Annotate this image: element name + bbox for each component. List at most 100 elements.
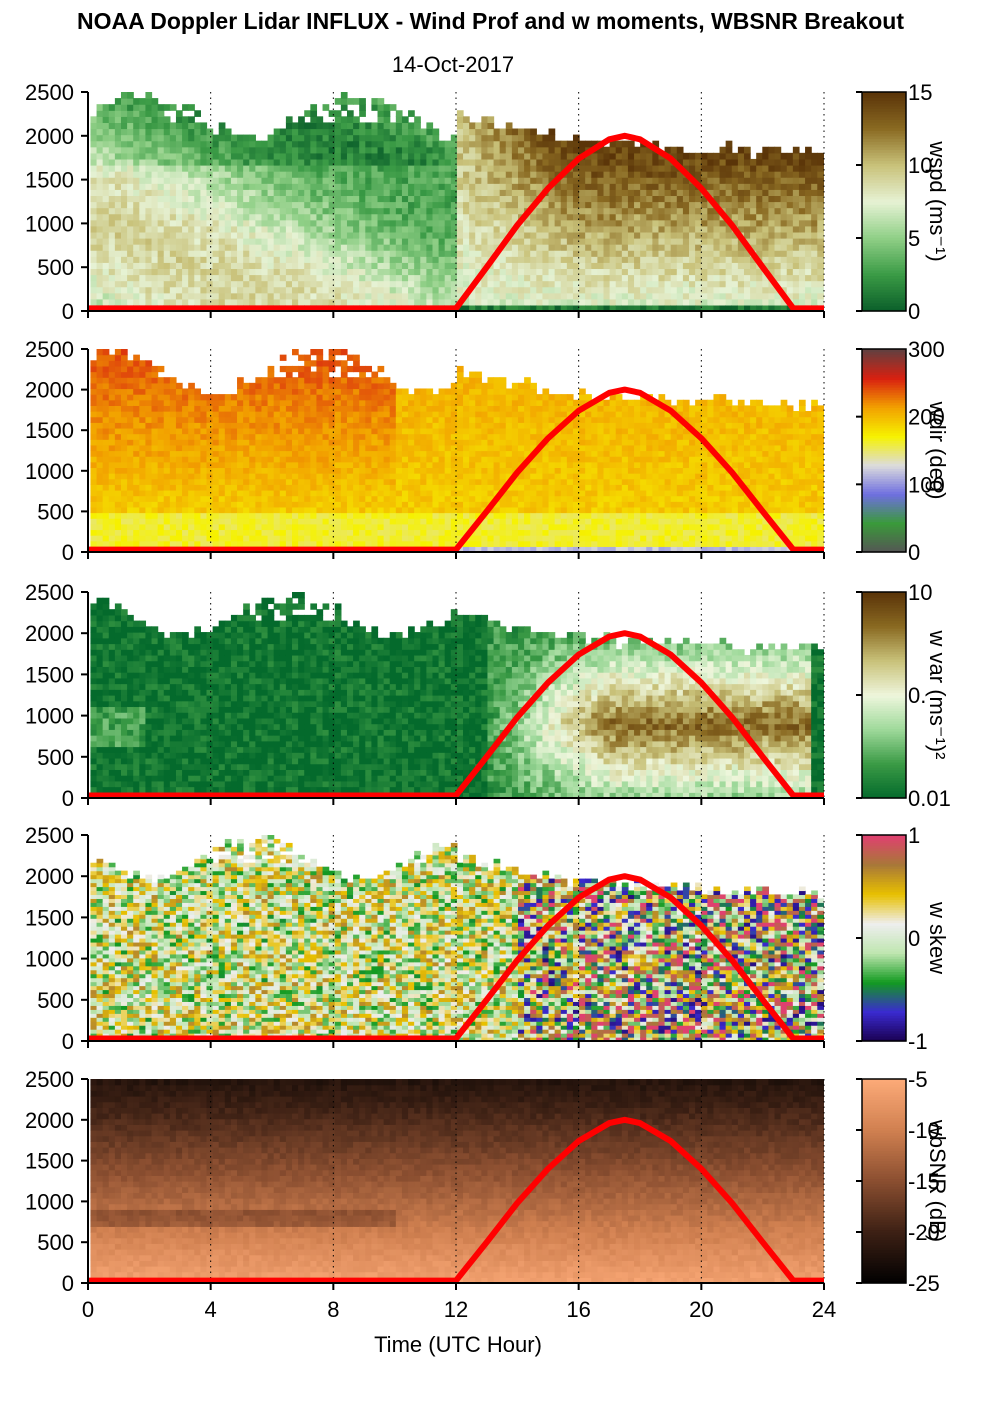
heatmap-cell <box>164 268 171 275</box>
heatmap-cell <box>182 195 189 202</box>
heatmap-cell <box>604 195 611 202</box>
heatmap-cell <box>261 214 268 221</box>
heatmap-cell <box>579 171 586 178</box>
heatmap-cell <box>585 214 592 221</box>
heatmap-cell <box>811 256 818 263</box>
heatmap-cell <box>188 507 195 513</box>
heatmap-cell <box>359 195 366 202</box>
heatmap-cell <box>426 171 433 178</box>
heatmap-cell <box>347 238 354 245</box>
heatmap-cell <box>255 232 262 239</box>
heatmap-cell <box>671 244 678 251</box>
heatmap-cell <box>475 147 482 154</box>
heatmap-cell <box>365 135 372 142</box>
heatmap-cell <box>762 281 769 288</box>
heatmap-cell <box>524 238 531 245</box>
heatmap-cell <box>152 104 159 111</box>
heatmap-cell <box>707 281 714 288</box>
heatmap-cell <box>805 195 812 202</box>
heatmap-cell <box>347 262 354 269</box>
heatmap-cell <box>658 250 665 257</box>
heatmap-cell <box>249 268 256 275</box>
heatmap-cell <box>756 238 763 245</box>
heatmap-cell <box>194 428 201 434</box>
heatmap-cell <box>451 153 458 160</box>
heatmap-cell <box>658 238 665 245</box>
heatmap-cell <box>115 360 122 366</box>
heatmap-cell <box>292 445 299 451</box>
heatmap-cell <box>133 189 140 196</box>
heatmap-cell <box>426 287 433 294</box>
heatmap-cell <box>304 394 311 400</box>
heatmap-cell <box>139 220 146 227</box>
heatmap-cell <box>207 439 214 445</box>
heatmap-cell <box>506 281 513 288</box>
heatmap-cell <box>170 388 177 394</box>
heatmap-cell <box>494 165 501 172</box>
heatmap-cell <box>243 202 250 209</box>
heatmap-cell <box>347 293 354 300</box>
heatmap-cell <box>292 220 299 227</box>
heatmap-cell <box>707 275 714 282</box>
heatmap-cell <box>744 299 751 306</box>
heatmap-cell <box>671 232 678 239</box>
heatmap-cell <box>298 268 305 275</box>
heatmap-cell <box>549 165 556 172</box>
heatmap-cell <box>182 171 189 178</box>
heatmap-cell <box>683 244 690 251</box>
heatmap-cell <box>225 177 232 184</box>
heatmap-cell <box>261 535 268 541</box>
heatmap-cell <box>695 281 702 288</box>
heatmap-cell <box>286 507 293 513</box>
heatmap-cell <box>304 195 311 202</box>
heatmap-cell <box>390 299 397 306</box>
heatmap-cell <box>158 202 165 209</box>
heatmap-cell <box>194 129 201 136</box>
heatmap-cell <box>396 116 403 123</box>
heatmap-cell <box>542 220 549 227</box>
heatmap-cell <box>604 275 611 282</box>
heatmap-cell <box>188 159 195 166</box>
heatmap-cell <box>298 165 305 172</box>
heatmap-cell <box>347 165 354 172</box>
heatmap-cell <box>506 208 513 215</box>
heatmap-cell <box>652 177 659 184</box>
heatmap-cell <box>225 238 232 245</box>
heatmap-cell <box>249 141 256 148</box>
heatmap-cell <box>658 214 665 221</box>
heatmap-cell <box>542 177 549 184</box>
heatmap-cell <box>799 159 806 166</box>
heatmap-cell <box>683 208 690 215</box>
heatmap-cell <box>243 293 250 300</box>
heatmap-cell <box>103 256 110 263</box>
heatmap-cell <box>310 411 317 417</box>
heatmap-cell <box>604 250 611 257</box>
heatmap-cell <box>176 129 183 136</box>
heatmap-cell <box>145 473 152 479</box>
heatmap-cell <box>487 147 494 154</box>
heatmap-cell <box>97 473 104 479</box>
heatmap-cell <box>188 220 195 227</box>
heatmap-cell <box>243 467 250 473</box>
heatmap-cell <box>164 434 171 440</box>
heatmap-cell <box>481 135 488 142</box>
heatmap-cell <box>304 238 311 245</box>
heatmap-cell <box>304 232 311 239</box>
heatmap-cell <box>182 202 189 209</box>
heatmap-cell <box>145 141 152 148</box>
heatmap-cell <box>781 159 788 166</box>
heatmap-cell <box>390 256 397 263</box>
heatmap-cell <box>762 177 769 184</box>
heatmap-cell <box>268 281 275 288</box>
heatmap-cell <box>579 177 586 184</box>
heatmap-cell <box>683 262 690 269</box>
heatmap-cell <box>585 238 592 245</box>
heatmap-cell <box>665 177 672 184</box>
heatmap-cell <box>371 159 378 166</box>
heatmap-cell <box>671 183 678 190</box>
heatmap-cell <box>701 171 708 178</box>
heatmap-cell <box>249 417 256 423</box>
heatmap-cell <box>805 183 812 190</box>
heatmap-cell <box>775 268 782 275</box>
heatmap-cell <box>310 244 317 251</box>
